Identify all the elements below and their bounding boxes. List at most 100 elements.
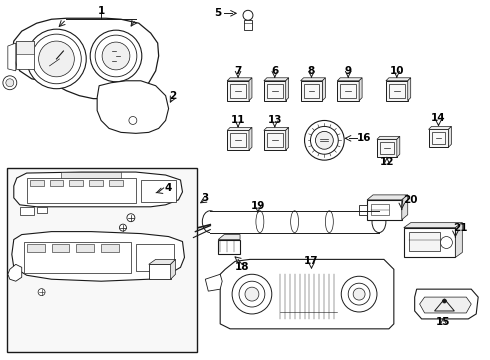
Bar [16,41,34,69]
Bar [24,242,131,273]
Circle shape [127,214,135,222]
Polygon shape [264,78,289,81]
Bar [264,81,286,100]
Bar [409,231,441,251]
Bar [20,207,34,215]
Polygon shape [227,127,252,130]
Bar [51,244,70,252]
Circle shape [341,276,377,312]
Text: 4: 4 [165,183,172,193]
Text: 9: 9 [344,66,352,76]
Circle shape [32,34,81,84]
Polygon shape [448,126,451,147]
Ellipse shape [372,211,386,233]
Bar [377,139,397,157]
Polygon shape [455,223,462,257]
Bar [389,84,405,98]
Polygon shape [205,274,222,291]
Circle shape [95,35,137,77]
Polygon shape [367,195,408,200]
Bar [404,228,455,257]
Polygon shape [300,78,325,81]
Polygon shape [12,231,184,281]
Polygon shape [12,18,159,99]
Circle shape [243,10,253,20]
Circle shape [232,274,272,314]
Polygon shape [220,260,394,329]
Polygon shape [149,260,175,264]
Polygon shape [337,78,362,81]
Circle shape [245,287,259,301]
Circle shape [26,29,86,89]
Polygon shape [264,127,289,130]
Bar [210,211,379,233]
Polygon shape [419,297,471,313]
Text: 21: 21 [453,222,467,233]
Bar [49,180,63,186]
Text: 1: 1 [98,6,105,16]
Bar [367,200,402,220]
Circle shape [311,126,338,154]
Text: 13: 13 [268,116,282,126]
Polygon shape [8,43,16,71]
Polygon shape [404,223,462,228]
Bar [30,180,44,186]
Text: 6: 6 [271,66,278,76]
Polygon shape [171,260,175,279]
Circle shape [239,281,265,307]
Bar [26,244,45,252]
Polygon shape [249,127,252,150]
Polygon shape [8,264,22,281]
Bar [26,178,136,203]
Bar [267,133,283,147]
Bar [244,20,252,30]
Bar [267,84,283,98]
Circle shape [102,42,130,70]
Polygon shape [377,136,400,139]
Polygon shape [227,78,252,81]
Bar [230,84,246,98]
Polygon shape [14,172,182,207]
Polygon shape [286,127,289,150]
Bar [227,81,249,100]
Bar [386,81,408,100]
Bar [340,84,356,98]
Bar [359,205,367,215]
Bar [89,180,103,186]
Text: 17: 17 [304,256,319,266]
Text: 12: 12 [380,157,394,167]
Bar [37,207,47,213]
Bar [230,133,246,147]
Text: 18: 18 [235,262,249,272]
Circle shape [3,76,17,90]
Circle shape [129,117,137,125]
Bar [16,41,34,54]
Polygon shape [322,78,325,100]
Text: 2: 2 [169,91,176,101]
Bar [70,180,83,186]
Polygon shape [386,78,411,81]
Text: 14: 14 [431,113,446,123]
Polygon shape [249,78,252,100]
Bar [109,180,123,186]
Text: 3: 3 [202,193,209,203]
Polygon shape [97,81,169,133]
Polygon shape [397,136,400,157]
Bar [76,244,94,252]
Circle shape [353,288,365,300]
Circle shape [90,30,142,82]
Text: 10: 10 [390,66,404,76]
Bar [218,239,240,255]
Circle shape [348,283,370,305]
Circle shape [441,237,452,248]
Polygon shape [415,289,478,319]
Bar [141,180,175,202]
Text: 11: 11 [231,116,245,126]
Bar [61,172,121,178]
Bar [264,130,286,150]
Text: 19: 19 [251,201,265,211]
Text: 20: 20 [403,195,418,205]
Bar [380,142,394,154]
Bar [300,81,322,100]
Circle shape [442,299,446,303]
